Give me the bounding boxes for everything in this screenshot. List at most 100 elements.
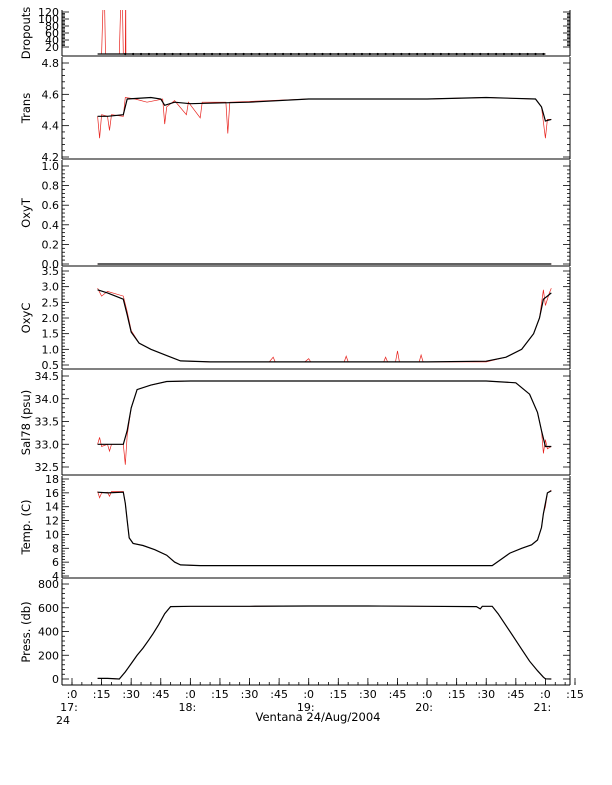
dropout-marker <box>384 52 387 56</box>
x-tick-label: :30 <box>359 688 377 701</box>
x-tick-label: :15 <box>211 688 229 701</box>
dropout-marker <box>281 52 285 56</box>
y-tick-label: 33.0 <box>35 438 60 451</box>
y-tick-label: 0.0 <box>42 258 60 271</box>
dropout-marker <box>171 52 174 56</box>
y-axis-label: Press. (db) <box>19 601 33 662</box>
y-tick-label: 400 <box>38 626 59 639</box>
y-tick-label: 32.5 <box>35 461 60 474</box>
dropout-marker <box>376 52 379 56</box>
y-tick-label: 0 <box>52 673 59 686</box>
y-tick-label: 6 <box>52 556 59 569</box>
y-tick-label: 14 <box>45 501 59 514</box>
y-axis-label: Temp. (C) <box>19 500 33 556</box>
dropout-marker <box>518 52 521 56</box>
panel-4: 0.5 1.0 1.5 2.0 2.5 3.0 3.5 OxyC <box>19 265 571 372</box>
dropout-marker <box>471 52 474 56</box>
dropout-marker <box>526 52 529 56</box>
y-tick-label: 4.4 <box>42 120 60 133</box>
panels-group: 20406080100120Dropouts4.24.44.64.8Trans0… <box>19 6 571 686</box>
y-tick-label: 3.5 <box>42 265 60 278</box>
dropout-marker <box>289 52 293 56</box>
x-axis-label: Ventana 24/Aug/2004 <box>256 710 381 724</box>
y-tick-label: 18 <box>45 473 59 486</box>
dropout-marker <box>297 52 300 56</box>
y-tick-label: 0.8 <box>42 180 60 193</box>
dropout-marker <box>463 52 466 56</box>
dropout-marker <box>250 52 253 56</box>
dropout-marker <box>542 52 545 56</box>
dropout-marker <box>368 52 371 56</box>
y-tick-label: 80 <box>45 20 59 33</box>
x-tick-label: :0 <box>422 688 433 701</box>
dropout-marker <box>163 52 166 56</box>
x-tick-hour-label: 20: <box>415 701 433 714</box>
dropout-marker <box>502 52 506 56</box>
dropout-marker <box>455 52 458 56</box>
y-tick-label: 1.0 <box>42 343 60 356</box>
y-tick-label: 0.6 <box>42 199 60 212</box>
y-tick-label: 34.0 <box>35 393 60 406</box>
dropout-marker <box>494 52 498 56</box>
dropout-marker <box>479 52 482 56</box>
dropout-marker <box>210 52 214 56</box>
y-tick-label: 2.5 <box>42 296 60 309</box>
x-tick-label: :0 <box>540 688 551 701</box>
x-axis: :017:24:15:30:45:018::15:30:45:019::15:3… <box>56 678 584 727</box>
y-tick-label: 4.6 <box>42 88 60 101</box>
dropout-marker <box>510 52 513 56</box>
y-axis-label: Dropouts <box>19 7 33 60</box>
y-axis-label: Trans <box>19 93 33 124</box>
y-tick-label: 8 <box>52 542 59 555</box>
x-tick-label: :15 <box>448 688 466 701</box>
y-tick-label: 1.5 <box>42 328 60 341</box>
y-tick-label: 2.0 <box>42 312 60 325</box>
dropout-marker <box>218 52 222 56</box>
x-tick-hour-label: 17: <box>60 701 78 714</box>
dropout-marker <box>313 52 316 56</box>
dropout-marker <box>408 52 411 56</box>
x-tick-label: :30 <box>241 688 259 701</box>
dropout-marker <box>179 52 182 56</box>
y-tick-label: 60 <box>45 27 59 40</box>
dropout-marker <box>360 52 364 56</box>
dropout-marker <box>305 52 308 56</box>
dropout-marker <box>337 52 340 56</box>
y-tick-label: 16 <box>45 487 59 500</box>
x-tick-hour-label: 21: <box>534 701 552 714</box>
dropout-marker <box>352 52 356 56</box>
dropout-marker <box>132 52 135 56</box>
dropout-marker <box>203 52 206 56</box>
y-tick-label: 10 <box>45 528 59 541</box>
smoothed-data-line <box>97 490 552 567</box>
x-tick-label: :45 <box>507 688 525 701</box>
x-tick-label: :15 <box>329 688 347 701</box>
x-tick-label: :45 <box>152 688 170 701</box>
x-tick-label: :45 <box>389 688 407 701</box>
y-tick-label: 600 <box>38 602 59 615</box>
dropout-marker <box>258 52 261 56</box>
panel-2: 4.2 4.4 4.6 4.8 Trans <box>19 57 571 164</box>
dropout-marker <box>439 52 442 56</box>
dropout-marker <box>139 52 143 56</box>
smoothed-data-line <box>97 380 552 448</box>
y-tick-label: 0.4 <box>42 219 60 232</box>
dropout-marker <box>226 52 229 56</box>
x-tick-label: :0 <box>67 688 78 701</box>
dropout-marker <box>234 52 237 56</box>
x-tick-label: :15 <box>93 688 111 701</box>
x-tick-label: :0 <box>303 688 314 701</box>
y-tick-label: 40 <box>45 34 59 47</box>
dropout-marker <box>266 52 269 56</box>
y-tick-label: 800 <box>38 578 59 591</box>
dropout-marker <box>147 52 151 56</box>
dropout-marker <box>534 52 537 56</box>
y-axis-label: OxyT <box>19 197 33 228</box>
y-tick-label: 4.2 <box>42 151 60 164</box>
dropout-marker <box>321 52 324 56</box>
y-tick-label: 120 <box>38 6 59 19</box>
